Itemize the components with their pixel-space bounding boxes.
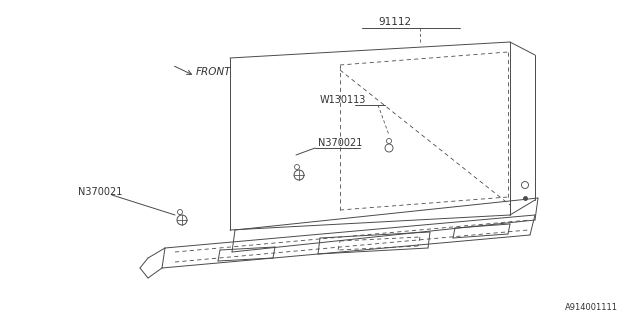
Text: N370021: N370021 <box>78 187 122 197</box>
Text: N370021: N370021 <box>318 138 362 148</box>
Text: FRONT: FRONT <box>196 67 232 77</box>
Text: A914001111: A914001111 <box>565 303 618 313</box>
Text: W130113: W130113 <box>320 95 366 105</box>
Text: 91112: 91112 <box>378 17 412 27</box>
